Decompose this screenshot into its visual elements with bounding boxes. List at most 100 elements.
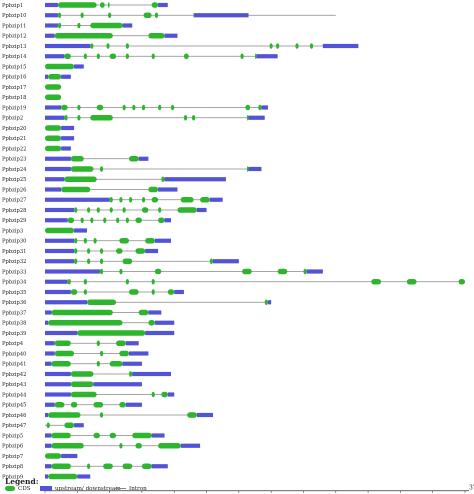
cds-segment [151, 279, 155, 285]
cds-segment [187, 412, 197, 418]
utr-segment [45, 371, 71, 377]
utr-segment [61, 453, 78, 459]
cds-segment [77, 115, 81, 121]
cds-segment [96, 361, 100, 367]
cds-segment [87, 258, 91, 264]
gene-row: Ppbzip32 [2, 258, 239, 265]
utr-segment [45, 412, 49, 418]
gene-label: Ppbzip26 [2, 187, 26, 193]
cds-segment [99, 248, 104, 254]
utr-segment [174, 289, 184, 295]
gene-label: Ppbzip14 [2, 54, 27, 60]
legend-item-cds: CDS [5, 486, 31, 493]
cds-segment [74, 207, 78, 213]
cds-segment [99, 2, 105, 8]
gene-label: Ppbzip46 [2, 413, 26, 419]
cds-segment [167, 289, 175, 295]
cds-segment [96, 53, 100, 59]
cds-segment [70, 381, 94, 387]
legend-item-utr: upstream/ downstream [40, 486, 121, 493]
axis-end-label: 3' [469, 484, 474, 491]
gene-label: Ppbzip24 [2, 167, 27, 173]
utr-segment [306, 269, 323, 274]
cds-segment [90, 43, 94, 49]
gene-row: Ppbzip8 [2, 463, 168, 470]
cds-segment [180, 197, 194, 203]
gene-row: Ppbzip41 [2, 361, 142, 368]
cds-segment [119, 443, 123, 449]
gene-row: Ppbzip13 [2, 43, 359, 50]
cds-segment [109, 53, 117, 59]
cds-segment [87, 248, 91, 254]
utr-segment [151, 433, 165, 438]
cds-segment [158, 443, 181, 449]
utr-segment [209, 197, 223, 202]
cds-segment [132, 104, 136, 111]
utr-segment [158, 2, 168, 8]
cds-segment [109, 207, 113, 213]
legend-label-utr: upstream/ downstream [55, 486, 121, 492]
gene-label: Ppbzip35 [2, 290, 26, 296]
cds-segment [80, 12, 84, 18]
utr-segment [158, 187, 178, 192]
utr-segment [196, 412, 213, 418]
cds-segment [135, 248, 146, 254]
utr-segment [61, 74, 71, 79]
cds-segment [151, 197, 159, 203]
gene-label: Ppbzip40 [2, 351, 26, 357]
gene-label: Ppbzip3 [2, 228, 23, 234]
utr-segment [164, 218, 171, 223]
utr-segment [45, 341, 55, 346]
gene-label: Ppbzip25 [2, 177, 26, 183]
gene-row: Ppbzip11 [2, 22, 133, 29]
cds-segment [135, 443, 142, 449]
gene-label: Ppbzip1 [2, 3, 23, 9]
utr-segment [45, 23, 58, 28]
legend-label-intron: Intron [129, 486, 147, 492]
cds-segment [303, 268, 307, 275]
cds-segment [171, 104, 175, 111]
cds-segment [406, 279, 417, 285]
cds-segment [242, 268, 252, 275]
cds-segment [67, 217, 75, 223]
gene-label: Ppbzip12 [2, 34, 26, 40]
cds-segment [116, 248, 123, 254]
cds-segment [371, 279, 381, 285]
utr-segment [180, 443, 201, 448]
gene-row: Ppbzip7 [2, 453, 78, 460]
cds-segment [96, 104, 104, 111]
utr-segment [45, 289, 71, 295]
cds-segment [119, 238, 129, 244]
cds-segment [74, 238, 78, 244]
utr-segment [93, 382, 142, 387]
cds-segment [458, 279, 465, 285]
cds-segment [99, 268, 104, 275]
cds-segment [309, 43, 314, 49]
cds-segment [74, 248, 78, 254]
cds-segment [83, 279, 87, 285]
cds-segment [148, 320, 155, 326]
cds-segment [93, 432, 100, 439]
utr-segment [45, 300, 87, 305]
gene-row: Ppbzip47 [2, 422, 84, 429]
cds-segment [151, 391, 155, 398]
cds-segment [109, 361, 123, 367]
cds-segment [264, 299, 268, 305]
utr-segment [267, 300, 272, 305]
cds-segment [96, 207, 100, 213]
utr-segment [74, 228, 87, 233]
gene-label: Ppbzip37 [2, 310, 26, 316]
utr-segment [125, 402, 142, 407]
cds-segment [125, 279, 129, 285]
utr-segment [164, 177, 226, 182]
cds-segment [240, 53, 244, 59]
utr-segment [45, 115, 65, 120]
gene-row: Ppbzip2 [2, 115, 265, 122]
cds-segment [119, 402, 126, 408]
gene-label: Ppbzip21 [2, 136, 26, 142]
utr-segment [45, 187, 62, 192]
cds-segment [70, 371, 94, 377]
cds-segment [122, 104, 126, 111]
gene-row: Ppbzip24 [2, 166, 262, 173]
utr-segment [61, 136, 75, 141]
